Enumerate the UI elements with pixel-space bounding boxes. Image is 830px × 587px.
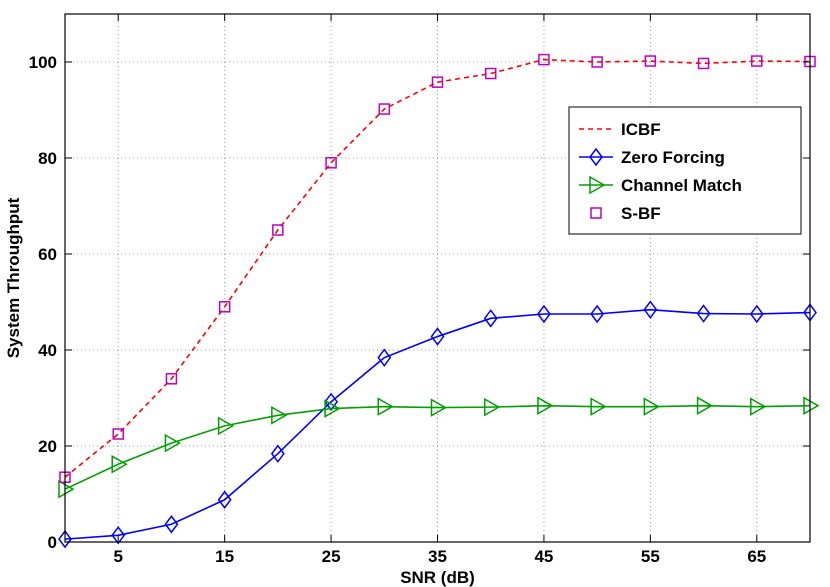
- data-point: [696, 396, 714, 415]
- data-point: [164, 514, 179, 534]
- data-point: [803, 396, 820, 415]
- data-point: [644, 55, 657, 67]
- data-point: [484, 67, 497, 80]
- series-zero-forcing: [58, 300, 817, 549]
- axes-ticks: 5 15 25 35 45 55 65 0 20 40 60 80 100: [29, 14, 810, 566]
- y-tick-label: 0: [48, 533, 57, 552]
- data-point: [538, 53, 550, 66]
- data-point: [217, 490, 232, 510]
- data-point: [324, 392, 339, 412]
- x-tick-label: 15: [215, 547, 234, 566]
- legend-label: Channel Match: [621, 176, 742, 195]
- data-point: [591, 56, 603, 68]
- data-point: [377, 397, 394, 416]
- data-point: [643, 397, 660, 416]
- data-point: [430, 327, 445, 346]
- series-channel-match: [58, 396, 820, 499]
- data-point: [537, 396, 554, 415]
- y-tick-label: 40: [38, 341, 57, 360]
- data-point: [324, 399, 341, 418]
- data-point: [590, 304, 605, 324]
- legend-label: S-BF: [621, 204, 661, 223]
- data-point: [112, 428, 124, 440]
- legend-label: ICBF: [621, 120, 661, 139]
- data-point: [165, 373, 178, 385]
- legend-item: Zero Forcing: [579, 147, 725, 167]
- data-point: [218, 301, 231, 313]
- legend-marker: [589, 147, 603, 167]
- data-point: [58, 529, 72, 549]
- data-point: [483, 397, 501, 417]
- legend-box: [568, 106, 802, 235]
- data-point: [590, 397, 607, 416]
- legend-item: ICBF: [579, 120, 661, 139]
- y-tick-label: 20: [38, 437, 57, 456]
- data-point: [377, 348, 392, 367]
- legend-marker: [590, 207, 602, 219]
- y-axis-label: System Throughput: [4, 197, 23, 358]
- data-point: [164, 433, 181, 453]
- series-icbf: [64, 58, 811, 478]
- data-point: [58, 479, 75, 499]
- x-tick-label: 25: [322, 547, 341, 566]
- x-tick-label: 45: [534, 547, 553, 566]
- y-tick-label: 100: [29, 53, 57, 72]
- legend-item: S-BF: [590, 204, 661, 223]
- data-point: [431, 76, 444, 88]
- data-point: [643, 300, 658, 319]
- data-point: [696, 304, 711, 323]
- data-point: [750, 397, 767, 416]
- data-point: [749, 304, 764, 324]
- data-point: [217, 416, 235, 436]
- legend-marker: [589, 175, 606, 195]
- data-point: [430, 398, 448, 417]
- data-point: [536, 304, 551, 324]
- data-point: [271, 405, 288, 425]
- legend-item: Channel Match: [579, 175, 742, 195]
- data-point: [272, 224, 284, 236]
- data-point: [751, 55, 763, 67]
- data-point: [111, 526, 126, 545]
- legend-label: Zero Forcing: [621, 148, 725, 167]
- series-line: [64, 308, 811, 540]
- series-line: [64, 58, 811, 478]
- x-axis-label: SNR (dB): [400, 568, 475, 587]
- data-point: [697, 57, 710, 70]
- series-line: [64, 404, 811, 490]
- grid: [65, 14, 810, 543]
- y-tick-label: 60: [38, 245, 57, 264]
- data-point: [378, 103, 391, 115]
- x-tick-label: 35: [428, 547, 447, 566]
- y-tick-label: 80: [38, 149, 57, 168]
- data-point: [483, 309, 498, 328]
- data-point: [270, 444, 285, 463]
- legend: ICBF Zero Forcing Channel Match S-BF: [568, 106, 802, 235]
- series-layer: [58, 53, 820, 549]
- x-tick-label: 65: [747, 547, 766, 566]
- data-point: [111, 454, 128, 474]
- x-tick-label: 55: [641, 547, 660, 566]
- data-point: [325, 157, 337, 169]
- x-tick-label: 5: [113, 547, 122, 566]
